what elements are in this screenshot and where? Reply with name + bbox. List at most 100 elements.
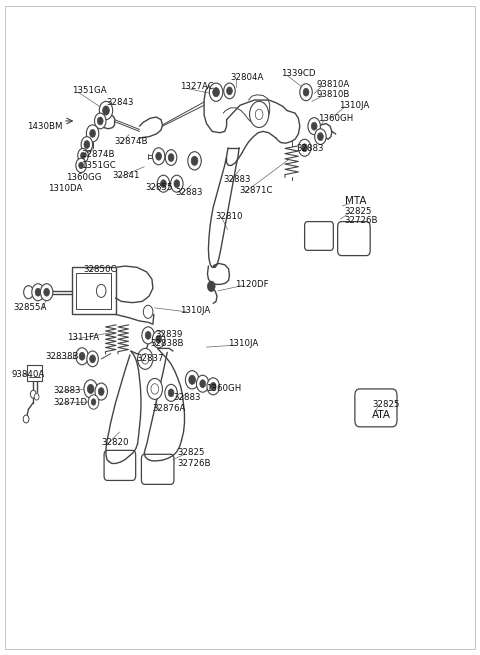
Circle shape	[303, 88, 309, 96]
Circle shape	[196, 375, 209, 392]
Circle shape	[168, 389, 174, 397]
Circle shape	[144, 305, 153, 318]
Circle shape	[76, 348, 88, 365]
Text: 32883: 32883	[297, 144, 324, 153]
FancyBboxPatch shape	[305, 221, 333, 250]
Circle shape	[23, 415, 29, 423]
Circle shape	[81, 137, 93, 153]
Circle shape	[90, 355, 96, 363]
Circle shape	[90, 130, 96, 138]
Circle shape	[98, 388, 104, 396]
Circle shape	[95, 113, 106, 129]
Text: 1311FA: 1311FA	[67, 333, 99, 343]
Circle shape	[255, 109, 263, 120]
Circle shape	[250, 102, 269, 128]
Text: MTA: MTA	[345, 196, 367, 206]
Text: 32871D: 32871D	[53, 398, 87, 407]
Circle shape	[302, 144, 308, 152]
Text: 32825: 32825	[372, 400, 399, 409]
Circle shape	[87, 384, 94, 394]
Text: 32874B: 32874B	[115, 138, 148, 146]
Text: 32883: 32883	[173, 393, 201, 402]
Circle shape	[153, 148, 165, 165]
Circle shape	[97, 117, 103, 125]
FancyBboxPatch shape	[355, 389, 397, 427]
Text: 1327AC: 1327AC	[180, 83, 214, 92]
Bar	[72, 267, 116, 314]
Circle shape	[96, 284, 106, 297]
FancyBboxPatch shape	[337, 221, 370, 255]
Circle shape	[86, 125, 99, 142]
Text: 1351GC: 1351GC	[81, 161, 116, 170]
Text: 32841: 32841	[113, 172, 140, 180]
Circle shape	[142, 354, 149, 364]
Circle shape	[142, 327, 155, 344]
Circle shape	[299, 140, 311, 157]
Circle shape	[227, 87, 232, 95]
Circle shape	[79, 162, 84, 169]
Text: 32855A: 32855A	[13, 303, 47, 312]
Circle shape	[157, 175, 169, 192]
Circle shape	[188, 152, 201, 170]
Circle shape	[88, 395, 99, 409]
Circle shape	[34, 394, 39, 400]
Circle shape	[84, 141, 90, 149]
Text: 32871C: 32871C	[239, 186, 273, 195]
Circle shape	[200, 380, 205, 388]
Text: 1310JA: 1310JA	[228, 339, 259, 348]
Circle shape	[156, 153, 161, 160]
Circle shape	[318, 133, 323, 141]
Circle shape	[91, 399, 96, 405]
Text: 32825: 32825	[178, 449, 205, 457]
Circle shape	[24, 286, 33, 299]
Text: 1360GH: 1360GH	[205, 384, 241, 394]
Circle shape	[35, 288, 41, 296]
Text: 93810B: 93810B	[317, 90, 350, 100]
Text: 32883: 32883	[53, 386, 81, 395]
Circle shape	[103, 106, 109, 115]
Circle shape	[185, 371, 199, 389]
Text: 32820: 32820	[101, 438, 129, 447]
Circle shape	[189, 375, 195, 384]
Circle shape	[207, 281, 215, 291]
Text: 32883: 32883	[224, 176, 251, 184]
Circle shape	[312, 122, 317, 130]
FancyBboxPatch shape	[142, 455, 174, 484]
Text: 32838B: 32838B	[150, 339, 183, 348]
Circle shape	[44, 288, 49, 296]
Text: 1339CD: 1339CD	[281, 69, 315, 79]
Text: 32810: 32810	[215, 212, 242, 221]
Circle shape	[308, 118, 321, 135]
Text: ATA: ATA	[372, 410, 391, 420]
Circle shape	[300, 84, 312, 101]
Circle shape	[209, 83, 223, 102]
Circle shape	[40, 284, 53, 301]
Circle shape	[138, 348, 153, 369]
Text: 32825: 32825	[344, 207, 372, 215]
Circle shape	[315, 129, 326, 145]
FancyBboxPatch shape	[104, 451, 136, 481]
Text: 1430BM: 1430BM	[26, 122, 62, 131]
Circle shape	[78, 149, 88, 163]
Circle shape	[191, 157, 198, 166]
Text: 93840A: 93840A	[11, 370, 45, 379]
Text: 1310JA: 1310JA	[338, 101, 369, 110]
Text: 32804A: 32804A	[230, 73, 264, 83]
Text: 32883: 32883	[175, 189, 203, 197]
Text: 32843: 32843	[106, 98, 133, 107]
Text: 32876A: 32876A	[152, 404, 185, 413]
Bar	[76, 272, 111, 309]
Circle shape	[174, 179, 180, 187]
Circle shape	[168, 154, 174, 162]
Text: 32839: 32839	[156, 329, 183, 339]
Circle shape	[99, 102, 113, 120]
Text: 32726B: 32726B	[344, 216, 378, 225]
Text: 32855: 32855	[145, 183, 173, 192]
Text: 1351GA: 1351GA	[72, 86, 106, 96]
Bar	[27, 365, 42, 381]
Text: 32838B: 32838B	[46, 352, 79, 361]
Circle shape	[87, 351, 98, 367]
Text: 32850C: 32850C	[83, 265, 117, 274]
Circle shape	[156, 335, 161, 343]
Circle shape	[79, 352, 85, 360]
